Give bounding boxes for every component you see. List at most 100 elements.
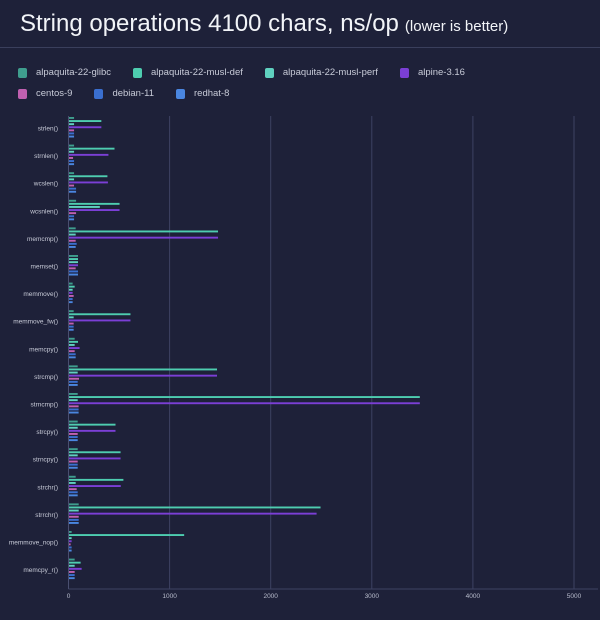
bar-debian-11 bbox=[69, 408, 79, 411]
x-tick-label: 1000 bbox=[162, 593, 177, 600]
bar-alpine-3.16 bbox=[69, 402, 420, 405]
bar-alpine-3.16 bbox=[69, 264, 78, 267]
bar-centos-9 bbox=[69, 212, 77, 215]
bar-alpaquita-22-musl-def bbox=[69, 423, 116, 426]
bar-alpine-3.16 bbox=[69, 209, 120, 211]
legend-label: centos-9 bbox=[36, 88, 73, 99]
bar-alpaquita-22-glibc bbox=[69, 420, 78, 423]
legend-item[interactable]: debian-11 bbox=[94, 88, 154, 99]
legend-item[interactable]: alpaquita-22-glibc bbox=[18, 67, 111, 78]
bar-redhat-8 bbox=[69, 301, 73, 304]
category-label: strncmp() bbox=[31, 402, 58, 409]
legend-swatch bbox=[94, 88, 104, 99]
bar-alpaquita-22-musl-def bbox=[69, 120, 102, 122]
category-label: memmove_fw() bbox=[13, 319, 58, 326]
bar-redhat-8 bbox=[69, 163, 75, 166]
bar-alpaquita-22-glibc bbox=[69, 117, 75, 119]
x-tick-label: 5000 bbox=[567, 593, 582, 600]
bar-alpaquita-22-musl-def bbox=[69, 147, 115, 150]
bar-centos-9 bbox=[69, 129, 75, 132]
bar-centos-9 bbox=[69, 239, 76, 242]
bar-alpaquita-22-musl-perf bbox=[69, 399, 78, 402]
category-label: memmove_nop() bbox=[9, 540, 58, 547]
legend-item[interactable]: centos-9 bbox=[18, 88, 72, 99]
bar-centos-9 bbox=[69, 488, 77, 491]
bar-debian-11 bbox=[69, 546, 72, 549]
bar-alpine-3.16 bbox=[69, 153, 109, 156]
bar-alpine-3.16 bbox=[69, 457, 121, 460]
bar-debian-11 bbox=[69, 325, 74, 328]
category-label: strncpy() bbox=[33, 457, 58, 464]
bar-debian-11 bbox=[69, 518, 79, 521]
bar-redhat-8 bbox=[69, 466, 78, 469]
bar-debian-11 bbox=[69, 491, 78, 494]
bar-alpaquita-22-glibc bbox=[69, 144, 75, 147]
bar-redhat-8 bbox=[69, 494, 78, 497]
bar-alpaquita-22-musl-perf bbox=[69, 206, 100, 208]
category-label: strnlen() bbox=[34, 153, 58, 160]
bar-alpaquita-22-musl-def bbox=[69, 396, 420, 398]
category-label: memcmp() bbox=[27, 236, 58, 243]
bar-centos-9 bbox=[69, 322, 74, 325]
bar-debian-11 bbox=[69, 187, 77, 190]
bar-alpaquita-22-glibc bbox=[69, 393, 78, 395]
x-tick-label: 0 bbox=[67, 593, 71, 600]
legend-swatch bbox=[399, 67, 409, 78]
bar-alpaquita-22-musl-def bbox=[69, 175, 108, 178]
bar-alpaquita-22-musl-perf bbox=[69, 371, 78, 374]
subtitle-text: (lower is better) bbox=[404, 17, 509, 35]
category-label: strcmp() bbox=[34, 374, 58, 381]
legend-label: alpaquita-22-glibc bbox=[36, 67, 111, 78]
x-tick-label: 2000 bbox=[263, 593, 278, 600]
legend-swatch bbox=[176, 88, 185, 99]
legend-item[interactable]: alpaquita-22-musl-def bbox=[133, 67, 243, 78]
bar-debian-11 bbox=[69, 574, 75, 576]
bar-alpaquita-22-musl-perf bbox=[69, 344, 75, 346]
bar-alpaquita-22-glibc bbox=[69, 448, 78, 451]
bar-alpaquita-22-glibc bbox=[69, 199, 77, 202]
chart-title: String operations 4100 chars, ns/op (low… bbox=[0, 0, 600, 48]
bar-alpaquita-22-musl-def bbox=[69, 478, 124, 481]
bar-redhat-8 bbox=[69, 190, 77, 193]
legend-swatch bbox=[264, 67, 274, 78]
bar-centos-9 bbox=[69, 515, 79, 518]
bar-redhat-8 bbox=[69, 411, 79, 414]
x-tick-label: 4000 bbox=[466, 593, 481, 600]
legend-swatch bbox=[18, 67, 27, 78]
category-label: wcslen() bbox=[33, 181, 58, 188]
legend-swatch bbox=[133, 67, 142, 78]
bar-alpaquita-22-glibc bbox=[69, 558, 75, 561]
bar-redhat-8 bbox=[69, 522, 79, 524]
bar-redhat-8 bbox=[69, 218, 75, 221]
bar-alpaquita-22-musl-def bbox=[69, 340, 78, 343]
category-label: memmove() bbox=[23, 291, 58, 298]
bar-alpaquita-22-glibc bbox=[69, 337, 75, 340]
bar-alpaquita-22-musl-perf bbox=[69, 233, 76, 236]
bar-alpaquita-22-musl-perf bbox=[69, 123, 75, 126]
legend-swatch bbox=[18, 88, 27, 99]
legend-item[interactable]: alpaquita-22-musl-perf bbox=[264, 67, 378, 78]
legend-item[interactable]: alpine-3.16 bbox=[399, 67, 465, 78]
bar-alpaquita-22-musl-def bbox=[69, 313, 131, 316]
bar-debian-11 bbox=[69, 380, 78, 383]
bar-alpine-3.16 bbox=[69, 236, 219, 239]
bar-debian-11 bbox=[69, 215, 75, 218]
legend-label: alpaquita-22-musl-def bbox=[151, 67, 243, 78]
bar-redhat-8 bbox=[69, 273, 78, 276]
bar-redhat-8 bbox=[69, 577, 75, 580]
x-tick-label: 3000 bbox=[365, 593, 380, 600]
legend-item[interactable]: redhat-8 bbox=[176, 88, 229, 99]
bar-centos-9 bbox=[69, 267, 76, 270]
bar-alpaquita-22-musl-perf bbox=[69, 150, 75, 153]
bar-centos-9 bbox=[69, 405, 79, 408]
bar-alpaquita-22-musl-def bbox=[69, 230, 219, 233]
category-label: strrchr() bbox=[35, 512, 58, 519]
bar-alpaquita-22-musl-def bbox=[69, 534, 185, 536]
bar-debian-11 bbox=[69, 298, 73, 300]
legend: alpaquita-22-glibc alpaquita-22-musl-def a… bbox=[18, 62, 588, 104]
bar-alpine-3.16 bbox=[69, 485, 121, 487]
bar-alpaquita-22-musl-def bbox=[69, 285, 75, 288]
title-text: String operations 4100 chars, ns/op bbox=[20, 9, 399, 37]
category-label: strlen() bbox=[38, 126, 58, 133]
bar-alpaquita-22-musl-perf bbox=[69, 261, 78, 264]
